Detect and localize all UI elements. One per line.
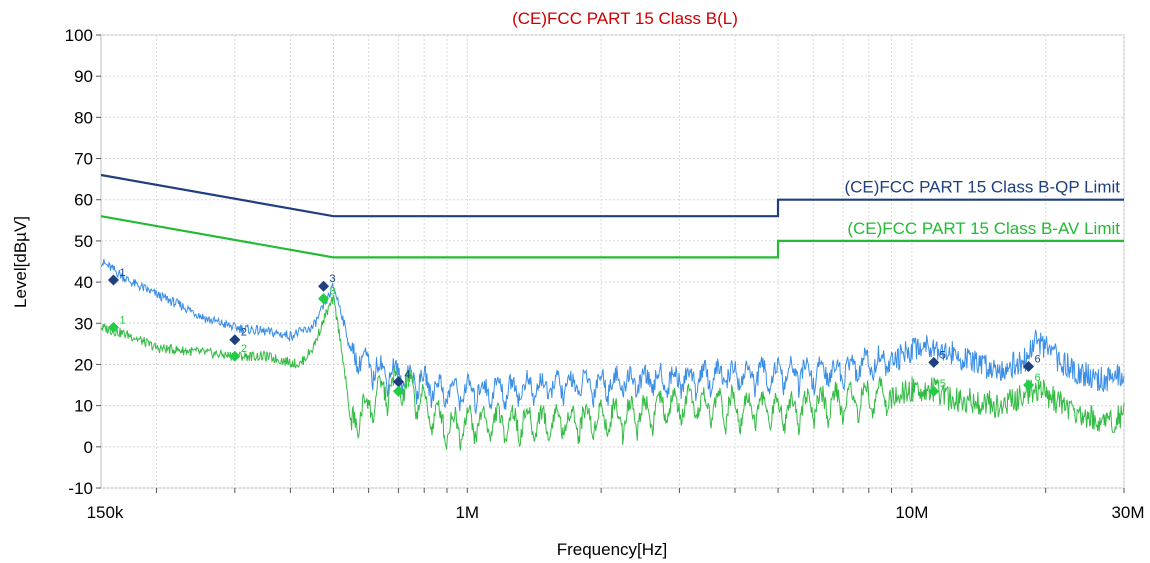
y-tick-label: 100 bbox=[65, 26, 93, 45]
marker-label: 2 bbox=[241, 327, 247, 339]
plot-area: (CE)FCC PART 15 Class B-QP Limit (CE)FCC … bbox=[100, 173, 1125, 451]
y-tick-label: 90 bbox=[74, 67, 93, 86]
limit-label: (CE)FCC PART 15 Class B-AV Limit bbox=[847, 219, 1120, 238]
marker-label: 5 bbox=[940, 349, 946, 361]
marker-diamond bbox=[392, 376, 404, 388]
plot-border bbox=[100, 34, 1125, 489]
limit-line bbox=[100, 173, 1124, 218]
y-tick-label: 50 bbox=[74, 232, 93, 251]
marker-diamond bbox=[107, 321, 119, 333]
y-tick-label: 80 bbox=[74, 108, 93, 127]
marker-label: 3 bbox=[330, 273, 336, 285]
x-tick-label: 10M bbox=[895, 503, 928, 522]
marker-diamond bbox=[1023, 379, 1035, 391]
marker-label: 2 bbox=[241, 343, 247, 355]
limit-line bbox=[100, 215, 1124, 259]
marker-label: 6 bbox=[1035, 372, 1041, 384]
y-tick-label: 0 bbox=[84, 438, 93, 457]
marker-diamond bbox=[928, 356, 940, 368]
marker-label: 4 bbox=[404, 369, 410, 381]
measurement-trace bbox=[100, 294, 1125, 451]
markers: 1 2 3 4 5 6 1 2 3 4 5 6 bbox=[107, 267, 1041, 397]
x-tick-label: 30M bbox=[1111, 503, 1144, 522]
marker-diamond bbox=[1023, 361, 1035, 373]
y-tick-label: 70 bbox=[74, 150, 93, 169]
marker-diamond bbox=[318, 280, 330, 292]
y-tick-label: 40 bbox=[74, 273, 93, 292]
marker-label: 4 bbox=[404, 378, 410, 390]
marker-label: 5 bbox=[940, 378, 946, 390]
marker-diamond bbox=[229, 334, 241, 346]
y-tick-label: 10 bbox=[74, 397, 93, 416]
marker-diamond bbox=[928, 385, 940, 397]
marker-diamond bbox=[107, 274, 119, 286]
marker-label: 1 bbox=[119, 314, 125, 326]
grid-lines bbox=[100, 34, 1125, 489]
marker-label: 1 bbox=[119, 267, 125, 279]
x-tick-label: 1M bbox=[455, 503, 479, 522]
x-axis-label: Frequency[Hz] bbox=[557, 540, 668, 559]
marker-diamond bbox=[318, 293, 330, 305]
limit-label: (CE)FCC PART 15 Class B-QP Limit bbox=[844, 178, 1120, 197]
marker-diamond bbox=[229, 350, 241, 362]
y-axis-label: Level[dBµV] bbox=[11, 216, 30, 308]
marker-diamond bbox=[392, 385, 404, 397]
x-tick-label: 150k bbox=[87, 503, 124, 522]
marker-label: 6 bbox=[1035, 354, 1041, 366]
y-tick-label: -10 bbox=[68, 479, 93, 498]
y-tick-label: 60 bbox=[74, 191, 93, 210]
y-axis-ticks: -10 0 10 20 30 40 50 60 70 80 90 100 bbox=[65, 26, 101, 498]
chart-title: (CE)FCC PART 15 Class B(L) bbox=[512, 9, 738, 28]
measurement-trace bbox=[101, 259, 1125, 415]
y-tick-label: 20 bbox=[74, 355, 93, 374]
marker-label: 3 bbox=[330, 286, 336, 298]
y-tick-label: 30 bbox=[74, 314, 93, 333]
x-axis-ticks: 150k 1M 10M 30M bbox=[87, 488, 1145, 522]
